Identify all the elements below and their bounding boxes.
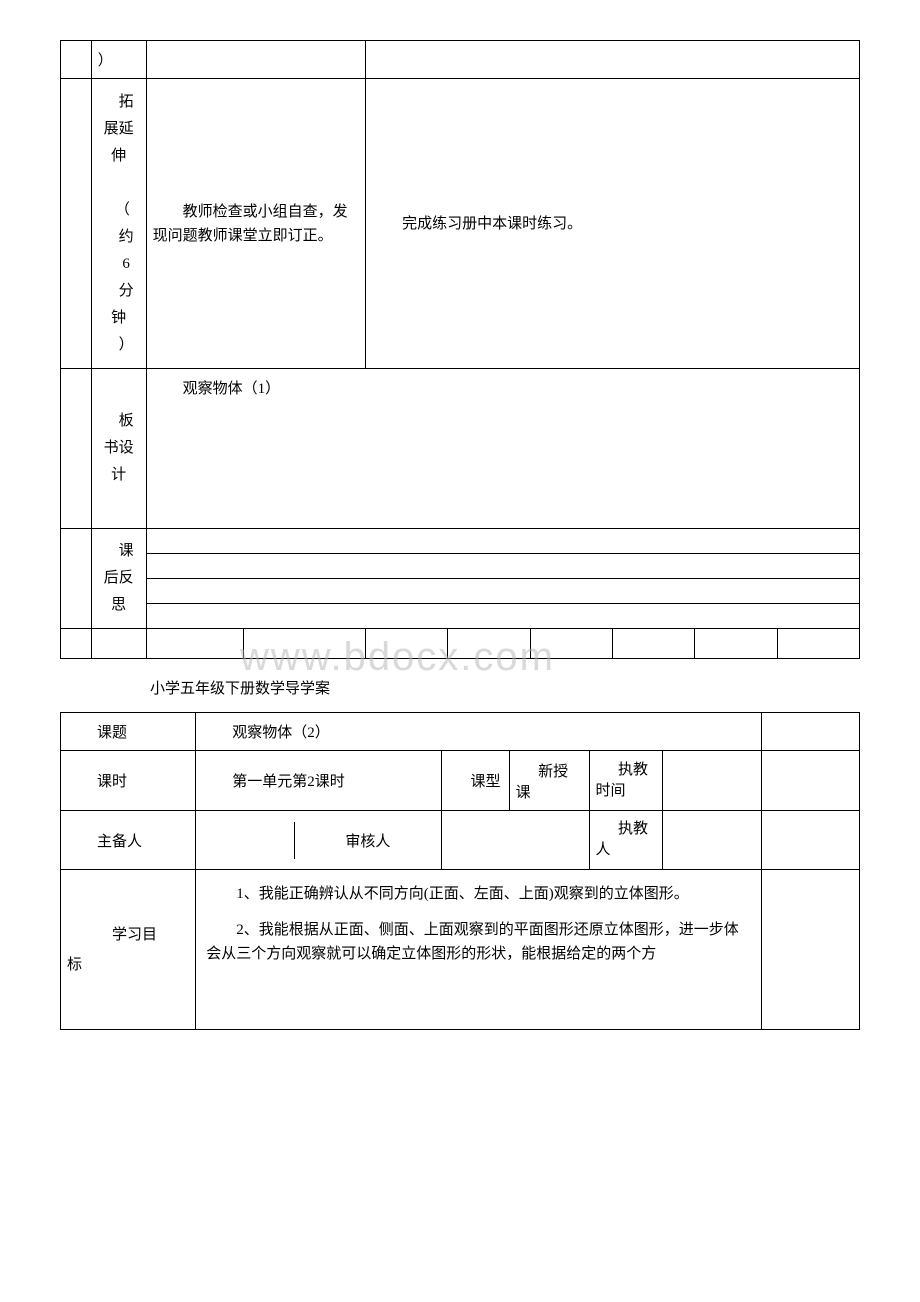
bottom-c8 (613, 629, 695, 659)
t2-r2-type-value: 新授课 (509, 751, 589, 811)
bottom-c7 (530, 629, 612, 659)
t2-r3-reviewer-label: 审核人 (294, 822, 441, 859)
t2-r4-content: 1、我能正确辨认从不同方向(正面、左面、上面)观察到的立体图形。 2、我能根据从… (196, 870, 761, 1030)
t2-r3-reviewer (442, 811, 589, 870)
row3-content: 观察物体（1） (146, 369, 859, 529)
lesson-table-2: 课题 观察物体（2） 课时 第一单元第2课时 课型 新授课 执教时间 主备人 审… (60, 712, 860, 1030)
row2-narrow (61, 79, 92, 369)
t2-r3-label: 主备人 (61, 811, 196, 870)
row4-narrow (61, 529, 92, 629)
t2-r1-label: 课题 (61, 713, 196, 751)
t2-r1-blank (761, 713, 859, 751)
t2-r2-blank (761, 751, 859, 811)
row1-col2 (146, 41, 365, 79)
lesson-table-1: ） 拓展延伸 （ 约 6 分钟 ） 教师检查或小组自查，发现问题教师课堂立即订正… (60, 40, 860, 659)
t2-r2-type-label: 课型 (442, 751, 510, 811)
t2-r4-blank (761, 870, 859, 1030)
bottom-c2 (91, 629, 146, 659)
section-title: 小学五年级下册数学导学案 (120, 677, 860, 698)
bottom-c5 (366, 629, 448, 659)
row2-student-action: 完成练习册中本课时练习。 (366, 79, 860, 369)
t2-r2-time-label: 执教时间 (589, 751, 663, 811)
row1-narrow (61, 41, 92, 79)
bottom-c4 (244, 629, 366, 659)
row2-label: 拓展延伸 （ 约 6 分钟 ） (91, 79, 146, 369)
row1-label: ） (91, 41, 146, 79)
reflection-line-3 (146, 579, 859, 604)
row2-teacher-action: 教师检查或小组自查，发现问题教师课堂立即订正。 (146, 79, 365, 369)
row3-label: 板书设计 (91, 369, 146, 529)
t2-r3-split: 审核人 (196, 811, 442, 870)
bottom-c3 (146, 629, 244, 659)
t2-r3-teacher (663, 811, 761, 870)
t2-r3-author (196, 822, 294, 859)
bottom-c1 (61, 629, 92, 659)
bottom-c9 (695, 629, 777, 659)
t2-r3-blank (761, 811, 859, 870)
row4-label: 课后反思 (91, 529, 146, 629)
t2-r4-label: 学习目标 (61, 870, 196, 1030)
row1-col3 (366, 41, 860, 79)
reflection-line-1 (146, 529, 859, 554)
bottom-c10 (777, 629, 859, 659)
row3-narrow (61, 369, 92, 529)
reflection-line-2 (146, 554, 859, 579)
t2-r2-time-value (663, 751, 761, 811)
bottom-c6 (448, 629, 530, 659)
t2-r1-value: 观察物体（2） (196, 713, 761, 751)
t2-r2-unit: 第一单元第2课时 (196, 751, 442, 811)
t2-r2-label: 课时 (61, 751, 196, 811)
reflection-line-4 (146, 604, 859, 629)
t2-r3-teacher-label: 执教人 (589, 811, 663, 870)
